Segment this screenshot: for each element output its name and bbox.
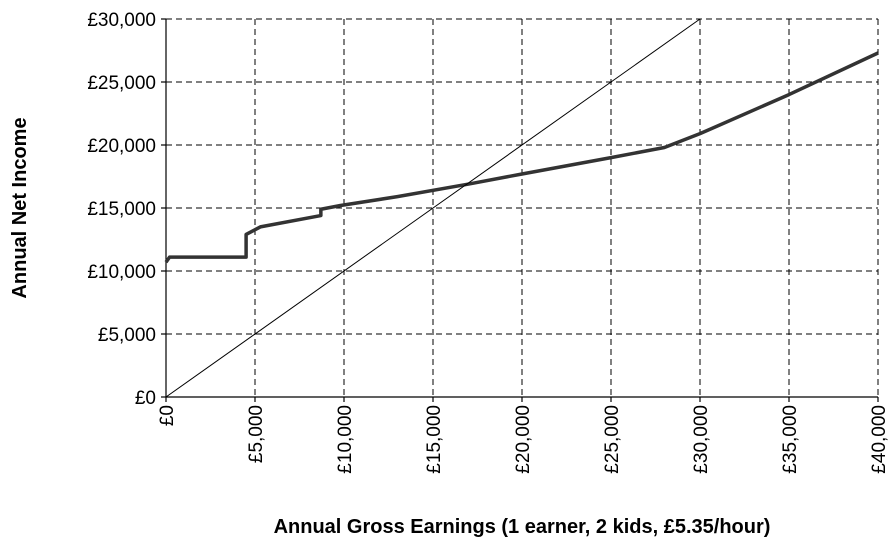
x-tick-label: £0 (157, 405, 178, 426)
x-tick-label: £10,000 (335, 405, 356, 474)
y-tick-label: £10,000 (87, 262, 156, 283)
y-tick-label: £20,000 (87, 136, 156, 157)
y-tick-label: £15,000 (87, 199, 156, 220)
y-tick-label: £5,000 (98, 325, 156, 346)
x-tick-label: £40,000 (869, 405, 890, 474)
y-tick-label: £0 (135, 388, 156, 409)
x-tick-label: £30,000 (691, 405, 712, 474)
data-line (165, 18, 701, 398)
x-tick-label: £25,000 (602, 405, 623, 474)
y-tick-label: £25,000 (87, 73, 156, 94)
y-tick-label: £30,000 (87, 10, 156, 31)
x-tick-label: £20,000 (513, 405, 534, 474)
x-axis-title: Annual Gross Earnings (1 earner, 2 kids,… (274, 516, 771, 538)
x-tick-label: £35,000 (780, 405, 801, 474)
data-line (164, 51, 879, 264)
x-tick-label: £15,000 (424, 405, 445, 474)
x-tick-label: £5,000 (246, 405, 267, 463)
y-axis-title: Annual Net Income (9, 117, 31, 298)
